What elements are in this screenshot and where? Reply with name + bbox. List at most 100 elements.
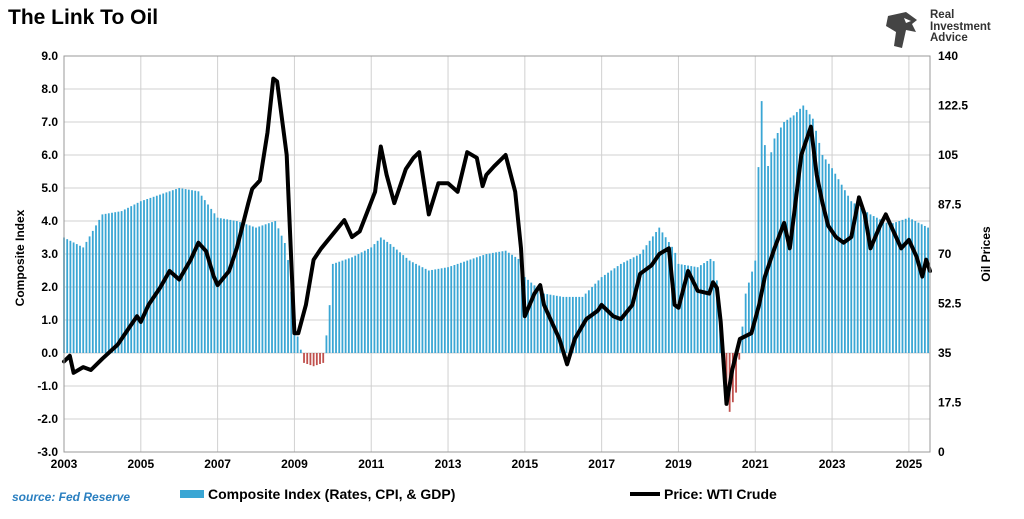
x-tick-label: 2011: [358, 457, 384, 471]
x-tick-label: 2007: [204, 457, 231, 471]
composite-bar: [811, 118, 814, 353]
composite-bar: [485, 254, 488, 353]
composite-bar: [107, 213, 110, 353]
y2-axis-title: Oil Prices: [979, 226, 993, 282]
composite-bar: [232, 220, 235, 353]
x-tick-label: 2023: [819, 457, 846, 471]
composite-bar: [863, 210, 865, 353]
composite-bar: [872, 216, 875, 353]
composite-bar: [616, 266, 619, 353]
composite-bar: [725, 353, 728, 394]
composite-bar: [856, 205, 859, 353]
y2-tick-label: 70: [938, 247, 952, 261]
composite-bar: [159, 194, 161, 353]
composite-bar: [229, 219, 232, 353]
composite-bar: [130, 206, 133, 353]
composite-bar: [293, 323, 296, 353]
composite-bar: [645, 245, 648, 353]
composite-bar: [568, 296, 571, 353]
composite-bar: [696, 267, 699, 353]
composite-bar: [223, 218, 225, 353]
composite-bar: [239, 222, 241, 353]
composite-bar: [79, 245, 81, 353]
legend-composite-label: Composite Index (Rates, CPI, & GDP): [208, 486, 456, 502]
composite-bar: [203, 200, 206, 353]
y2-tick-label: 140: [938, 49, 958, 63]
legend-wti-label: Price: WTI Crude: [664, 486, 777, 502]
composite-bar: [491, 252, 494, 353]
composite-bar: [680, 264, 683, 353]
composite-bar: [578, 296, 581, 353]
composite-bar: [351, 257, 353, 353]
x-tick-label: 2003: [51, 457, 78, 471]
composite-bar: [104, 213, 107, 353]
composite-bar: [920, 224, 923, 353]
composite-bar: [907, 217, 910, 353]
composite-bar: [904, 218, 907, 353]
y-tick-label: 9.0: [41, 49, 58, 63]
composite-bar: [783, 122, 785, 353]
composite-bar: [520, 263, 523, 353]
composite-bar: [325, 335, 328, 353]
composite-bar: [475, 257, 478, 353]
composite-bar: [251, 226, 254, 353]
composite-bar: [488, 253, 491, 353]
composite-bar: [760, 101, 763, 353]
composite-bar: [792, 115, 795, 354]
composite-bar: [69, 240, 72, 353]
x-tick-label: 2019: [665, 457, 692, 471]
source-note: source: Fed Reserve: [12, 490, 131, 504]
composite-bar: [287, 260, 289, 353]
composite-bar: [405, 257, 408, 353]
composite-bar: [667, 242, 670, 353]
composite-bar: [373, 244, 376, 353]
composite-bar: [888, 224, 891, 353]
composite-bar: [891, 223, 894, 353]
composite-bar: [421, 267, 424, 353]
composite-bar: [309, 353, 312, 366]
x-tick-label: 2025: [896, 457, 923, 471]
composite-bar: [511, 254, 513, 353]
composite-bar: [661, 232, 664, 353]
x-tick-label: 2017: [588, 457, 615, 471]
composite-bar: [543, 293, 545, 353]
composite-bar: [264, 224, 267, 353]
composite-bar: [779, 127, 782, 353]
composite-bar: [299, 349, 302, 353]
composite-bar: [347, 258, 350, 353]
composite-bar: [98, 219, 101, 353]
composite-bar: [152, 196, 155, 353]
composite-bar: [91, 230, 94, 353]
chart-title: The Link To Oil: [8, 6, 159, 29]
y-tick-label: 3.0: [41, 247, 58, 261]
composite-bar: [751, 271, 753, 353]
composite-bar: [213, 213, 216, 353]
y2-tick-label: 52.5: [938, 297, 962, 311]
composite-bar: [882, 221, 885, 353]
plot-frame: [63, 55, 931, 453]
composite-bar: [443, 267, 446, 353]
composite-bar: [123, 209, 126, 353]
brand-line-3: Advice: [930, 32, 968, 44]
composite-bar: [194, 190, 197, 353]
y-tick-label: 6.0: [41, 148, 58, 162]
composite-bar: [600, 277, 603, 353]
composite-bar: [664, 237, 667, 353]
composite-bar: [280, 235, 283, 353]
composite-bar: [219, 218, 222, 353]
y-tick-label: 0.0: [41, 346, 58, 360]
composite-bar: [146, 199, 149, 353]
composite-bar: [805, 109, 808, 354]
composite-bar: [565, 296, 568, 353]
composite-bar: [619, 263, 622, 353]
composite-bar: [571, 296, 574, 353]
composite-bar: [866, 212, 869, 353]
composite-bar: [533, 285, 536, 353]
composite-bar: [690, 266, 693, 353]
composite-bar: [178, 188, 181, 353]
composite-bar: [322, 353, 325, 363]
composite-bar: [312, 353, 315, 367]
composite-bar: [837, 179, 840, 353]
x-tick-label: 2013: [435, 457, 462, 471]
composite-bar: [767, 166, 769, 353]
